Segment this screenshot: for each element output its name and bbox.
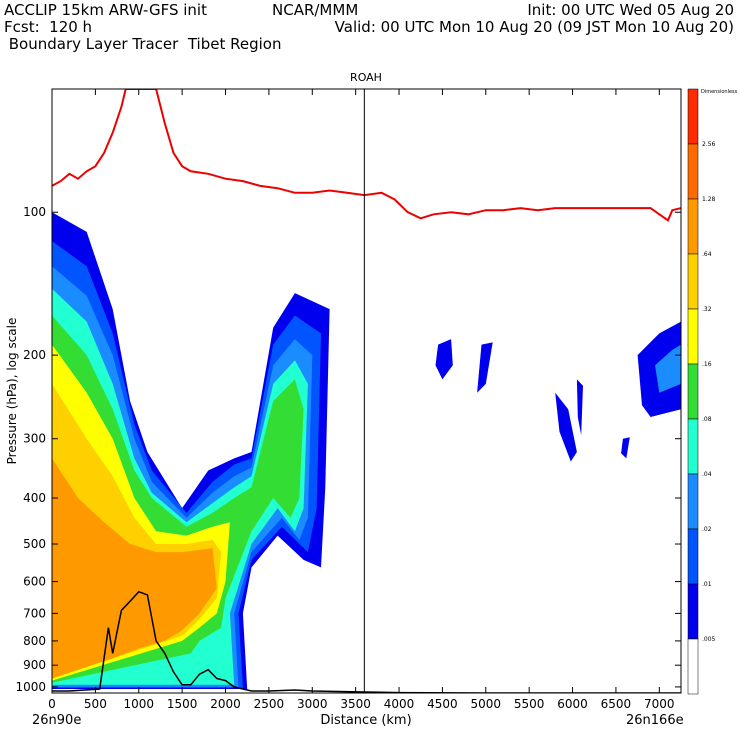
x-tick-label: 500 — [84, 697, 107, 711]
x-axis-label: Distance (km) — [320, 713, 411, 728]
y-tick-label: 600 — [23, 575, 46, 589]
y-axis-ticks: 100 200 300 400 500 600 700 800 900 1000 — [15, 205, 681, 694]
header-valid-time: Valid: 00 UTC Mon 10 Aug 20 (09 JST Mon … — [334, 18, 734, 36]
x-tick-label: 7000 — [644, 697, 675, 711]
colorbar-segment — [687, 583, 699, 640]
header-model-title: ACCLIP 15km ARW-GFS init — [4, 1, 207, 19]
tracer-blob-1 — [477, 342, 493, 393]
colorbar-unit-label: Dimensionless — [701, 89, 738, 95]
y-tick-label: 900 — [23, 658, 46, 672]
colorbar-level-label: .64 — [702, 251, 712, 258]
header-field-title: Boundary Layer Tracer Tibet Region — [4, 35, 282, 53]
header-forecast-hour: Fcst: 120 h — [4, 18, 93, 36]
y-tick-label: 800 — [23, 634, 46, 648]
tracer-blob-3 — [576, 379, 583, 436]
tracer-fill-layers — [52, 212, 681, 689]
colorbar-segment — [687, 528, 699, 585]
colorbar-level-label: .04 — [702, 471, 712, 478]
x-tick-label: 1500 — [167, 697, 198, 711]
x-axis-ticks: 0 500 1000 1500 2000 2500 3000 3500 4000 4500 5000… — [48, 89, 675, 711]
plot-frame — [51, 88, 682, 694]
y-tick-label: 700 — [23, 606, 46, 620]
line-layers — [52, 89, 681, 693]
header-institution: NCAR/MMM — [272, 1, 359, 19]
colorbar-level-label: .01 — [702, 581, 712, 588]
colorbar-segment — [687, 638, 699, 695]
y-tick-label: 100 — [23, 205, 46, 219]
x-tick-label: 5500 — [514, 697, 545, 711]
colorbar-segment — [687, 473, 699, 530]
colorbar: Dimensionless 2.56 1.28 .64 .32 .16 .08 .04 .02.… — [687, 88, 738, 695]
terrain-line — [52, 590, 681, 693]
x-tick-label: 2000 — [210, 697, 241, 711]
tropopause-line — [52, 89, 681, 222]
y-tick-label: 200 — [23, 348, 46, 362]
x-tick-label: 6500 — [601, 697, 632, 711]
y-axis-label: Pressure (hPa), log scale — [5, 318, 19, 465]
chart-title: ROAH — [350, 71, 382, 84]
x-tick-label: 4000 — [384, 697, 415, 711]
x-tick-label: 1000 — [123, 697, 154, 711]
y-tick-label: 500 — [23, 537, 46, 551]
colorbar-segment — [687, 253, 699, 310]
x-tick-label: 0 — [48, 697, 56, 711]
colorbar-level-label: 2.56 — [702, 141, 716, 148]
colorbar-segment — [687, 143, 699, 200]
x-tick-label: 6000 — [557, 697, 588, 711]
tracer-blob-4 — [621, 437, 630, 459]
colorbar-level-label: .08 — [702, 416, 712, 423]
colorbar-level-label: .02 — [702, 526, 712, 533]
colorbar-level-label: 1.28 — [702, 196, 716, 203]
colorbar-segment — [687, 88, 699, 145]
x-tick-label: 3000 — [297, 697, 328, 711]
colorbar-level-label: .16 — [702, 361, 712, 368]
tracer-blob-6 — [655, 344, 681, 393]
tracer-blob-0 — [435, 339, 453, 380]
x-tick-label: 5000 — [471, 697, 502, 711]
x-tick-label: 2500 — [254, 697, 285, 711]
header-init-time: Init: 00 UTC Wed 05 Aug 20 — [527, 1, 734, 19]
x-tick-label: 3500 — [340, 697, 371, 711]
colorbar-level-label: .32 — [702, 306, 712, 313]
y-tick-label: 300 — [23, 432, 46, 446]
x-end-location: 26n166e — [626, 713, 684, 728]
x-start-location: 26n90e — [32, 713, 81, 728]
colorbar-segment — [687, 363, 699, 420]
colorbar-segment — [687, 198, 699, 255]
tracer-blob-2 — [555, 392, 577, 462]
y-tick-label: 1000 — [15, 680, 46, 694]
colorbar-segment — [687, 308, 699, 365]
colorbar-segment — [687, 418, 699, 475]
colorbar-level-label: .005 — [702, 636, 716, 643]
y-tick-label: 400 — [23, 491, 46, 505]
tracer-fill-level-7 — [52, 458, 217, 679]
x-tick-label: 4500 — [427, 697, 458, 711]
